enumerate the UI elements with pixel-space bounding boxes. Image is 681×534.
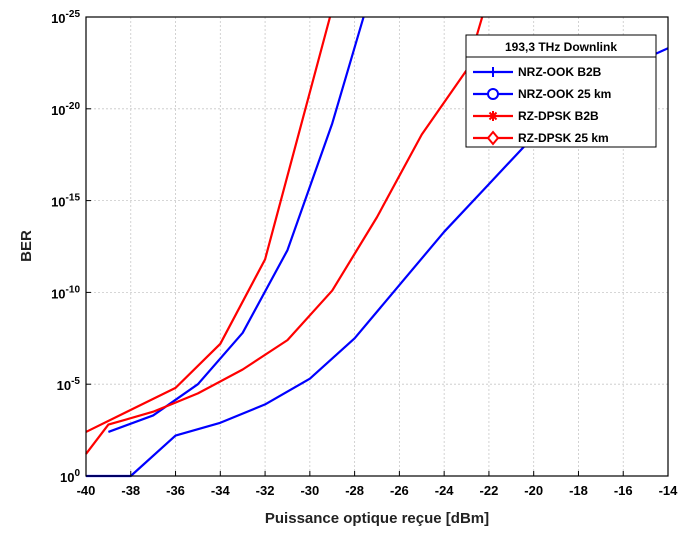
y-tick-label: 10-15	[51, 193, 80, 210]
plot-frame	[85, 16, 669, 477]
y-tick-label: 10-25	[51, 9, 80, 26]
y-axis-ticks: 100 10-5 10-10 10-15 10-20 10-25	[51, 9, 91, 485]
x-axis-label: Puissance optique reçue [dBm]	[265, 510, 489, 527]
y-tick-label: 10-10	[51, 284, 80, 301]
x-tick-label: -36	[166, 483, 185, 498]
y-tick-label: 100	[60, 468, 80, 485]
legend-label: RZ-DPSK B2B	[518, 109, 599, 123]
x-tick-label: -30	[300, 483, 319, 498]
y-axis-label: BER	[18, 230, 35, 262]
x-axis-ticks: -40 -38 -36 -34 -32 -30 -28 -26 -24 -22 -20 -18 -16 -…	[77, 471, 679, 498]
legend-label: NRZ-OOK B2B	[518, 65, 602, 79]
series-rz-dpsk-25-km	[85, 16, 484, 455]
y-tick-label: 10-20	[51, 101, 80, 118]
x-tick-label: -28	[345, 483, 364, 498]
legend-entry: NRZ-OOK 25 km	[473, 87, 611, 101]
series-rz-dpsk-b2b	[85, 16, 332, 433]
x-tick-label: -32	[256, 483, 275, 498]
legend-entry: RZ-DPSK B2B	[473, 109, 599, 123]
x-tick-label: -16	[614, 483, 633, 498]
legend: 193,3 THz Downlink NRZ-OOK B2B NRZ-OOK 25…	[465, 34, 657, 148]
x-tick-label: -38	[121, 483, 140, 498]
legend-marker	[487, 88, 499, 100]
legend-entries: NRZ-OOK B2B NRZ-OOK 25 km RZ-DPSK B2B RZ-DP…	[473, 65, 611, 146]
legend-marker	[488, 67, 498, 77]
legend-marker	[486, 130, 500, 146]
legend-entry: RZ-DPSK 25 km	[473, 130, 609, 146]
legend-entry: NRZ-OOK B2B	[473, 65, 602, 79]
x-tick-label: -24	[435, 483, 455, 498]
series-nrz-ook-b2b	[108, 16, 365, 433]
x-tick-label: -18	[569, 483, 588, 498]
legend-marker	[488, 111, 498, 121]
x-tick-label: -14	[659, 483, 679, 498]
y-tick-label: 10-5	[57, 376, 81, 393]
x-tick-label: -34	[211, 483, 231, 498]
x-tick-label: -20	[524, 483, 543, 498]
series-line	[85, 16, 332, 433]
x-tick-label: -40	[77, 483, 96, 498]
legend-label: NRZ-OOK 25 km	[518, 87, 611, 101]
series-line	[108, 16, 365, 433]
x-tick-label: -26	[390, 483, 409, 498]
legend-title: 193,3 THz Downlink	[505, 40, 617, 54]
series-line	[85, 16, 484, 455]
x-tick-label: -22	[480, 483, 499, 498]
legend-label: RZ-DPSK 25 km	[518, 131, 609, 145]
